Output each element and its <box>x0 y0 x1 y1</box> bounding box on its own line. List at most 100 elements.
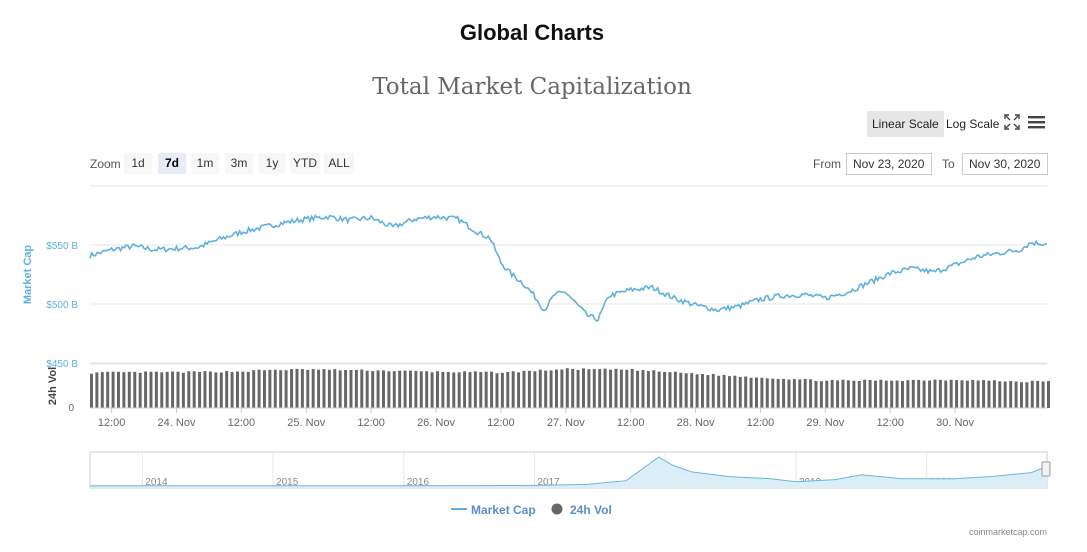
zoom-1m-button[interactable]: 1m <box>191 153 219 174</box>
zoom-ytd-button[interactable]: YTD <box>290 153 320 174</box>
volume-bar <box>1047 381 1050 408</box>
volume-bar <box>711 374 715 408</box>
volume-bar <box>225 371 229 408</box>
x-tick-label: 24. Nov <box>158 417 196 429</box>
volume-bar <box>398 370 402 408</box>
from-label: From <box>813 157 841 171</box>
volume-bar <box>127 371 131 408</box>
volume-bar <box>673 371 677 408</box>
volume-bar <box>100 372 104 408</box>
volume-bar <box>511 371 515 408</box>
hamburger-menu-icon[interactable] <box>1028 115 1046 129</box>
volume-bar <box>176 371 180 408</box>
y-tick-label: $550 B <box>46 241 78 252</box>
x-tick-label: 12:00 <box>98 417 126 429</box>
volume-bar <box>890 380 894 408</box>
x-tick-label: 12:00 <box>357 417 385 429</box>
volume-bar <box>490 371 494 408</box>
volume-bar <box>371 371 375 408</box>
volume-bar <box>111 371 115 408</box>
zoom-1d-button[interactable]: 1d <box>124 153 152 174</box>
volume-bar <box>976 380 980 408</box>
log-scale-button[interactable]: Log Scale <box>946 117 1000 131</box>
volume-bar <box>1036 380 1040 408</box>
volume-bar <box>252 370 256 408</box>
from-date-input[interactable]: Nov 23, 2020 <box>846 153 932 175</box>
volume-bar <box>300 369 304 408</box>
y-tick-label: $450 B <box>46 359 78 370</box>
volume-bar <box>382 370 385 408</box>
volume-bar <box>560 369 564 408</box>
volume-bar <box>236 371 239 408</box>
chart-title: Total Market Capitalization <box>372 74 692 100</box>
volume-bar <box>479 372 483 408</box>
volume-bar <box>582 368 585 408</box>
volume-bar <box>311 369 315 408</box>
volume-bar <box>771 378 775 408</box>
volume-bar <box>192 371 196 408</box>
volume-bar <box>571 369 575 408</box>
volume-bar <box>625 369 629 408</box>
volume-bar <box>695 374 699 408</box>
fullscreen-icon[interactable] <box>1004 114 1020 130</box>
to-date-input[interactable]: Nov 30, 2020 <box>962 153 1048 175</box>
volume-bar <box>1009 381 1013 408</box>
zoom-3m-button[interactable]: 3m <box>225 153 253 174</box>
volume-bar <box>690 373 694 408</box>
legend-volume-icon <box>551 503 563 515</box>
volume-bar <box>506 371 510 408</box>
navigator-area <box>90 457 1047 488</box>
volume-bar <box>349 370 353 408</box>
legend-24h-vol[interactable]: 24h Vol <box>570 503 612 517</box>
volume-bar <box>603 368 607 408</box>
volume-bar <box>733 375 737 408</box>
volume-bar <box>857 381 861 408</box>
volume-bar <box>728 376 731 408</box>
volume-bar <box>684 373 688 408</box>
navigator-line <box>89 456 1048 487</box>
linear-scale-button[interactable]: Linear Scale <box>867 111 944 137</box>
volume-bar <box>663 371 667 408</box>
volume-bar <box>809 379 813 408</box>
volume-bar <box>468 372 472 408</box>
volume-bar <box>668 372 672 408</box>
x-tick-label: 27. Nov <box>547 417 585 429</box>
volume-bar <box>122 372 126 408</box>
volume-bar <box>500 372 504 408</box>
volume-bar <box>279 370 283 408</box>
volume-bar <box>522 370 526 408</box>
volume-bar <box>219 372 223 408</box>
volume-bar <box>333 369 337 408</box>
volume-bar <box>868 380 872 408</box>
volume-bar <box>1020 382 1023 408</box>
legend-market-cap[interactable]: Market Cap <box>471 503 536 517</box>
credits-link[interactable]: coinmarketcap.com <box>968 527 1047 537</box>
volume-bar <box>928 380 932 408</box>
volume-bar <box>360 369 364 408</box>
volume-bar <box>830 379 834 408</box>
x-tick-label: 30. Nov <box>936 417 974 429</box>
volume-bar <box>955 380 959 408</box>
navigator-year-label: 2017 <box>538 477 561 488</box>
volume-bar <box>636 370 640 408</box>
volume-bar <box>841 379 845 408</box>
volume-bar <box>987 380 991 408</box>
volume-bars <box>90 368 1050 408</box>
volume-bar <box>414 370 418 408</box>
zoom-7d-button[interactable]: 7d <box>158 153 186 174</box>
volume-bar <box>354 369 358 408</box>
zoom-all-button[interactable]: ALL <box>324 153 354 174</box>
volume-bar <box>965 380 969 408</box>
volume-bar <box>133 371 137 408</box>
zoom-1y-button[interactable]: 1y <box>258 153 286 174</box>
volume-bar <box>246 371 250 408</box>
x-tick-label: 12:00 <box>747 417 775 429</box>
volume-bar <box>117 371 120 408</box>
volume-bar <box>1003 381 1007 408</box>
x-tick-label: 12:00 <box>876 417 904 429</box>
volume-bar <box>971 379 975 408</box>
volume-bar <box>819 381 823 408</box>
volume-bar <box>403 370 407 408</box>
navigator-year-label: 2015 <box>276 477 299 488</box>
